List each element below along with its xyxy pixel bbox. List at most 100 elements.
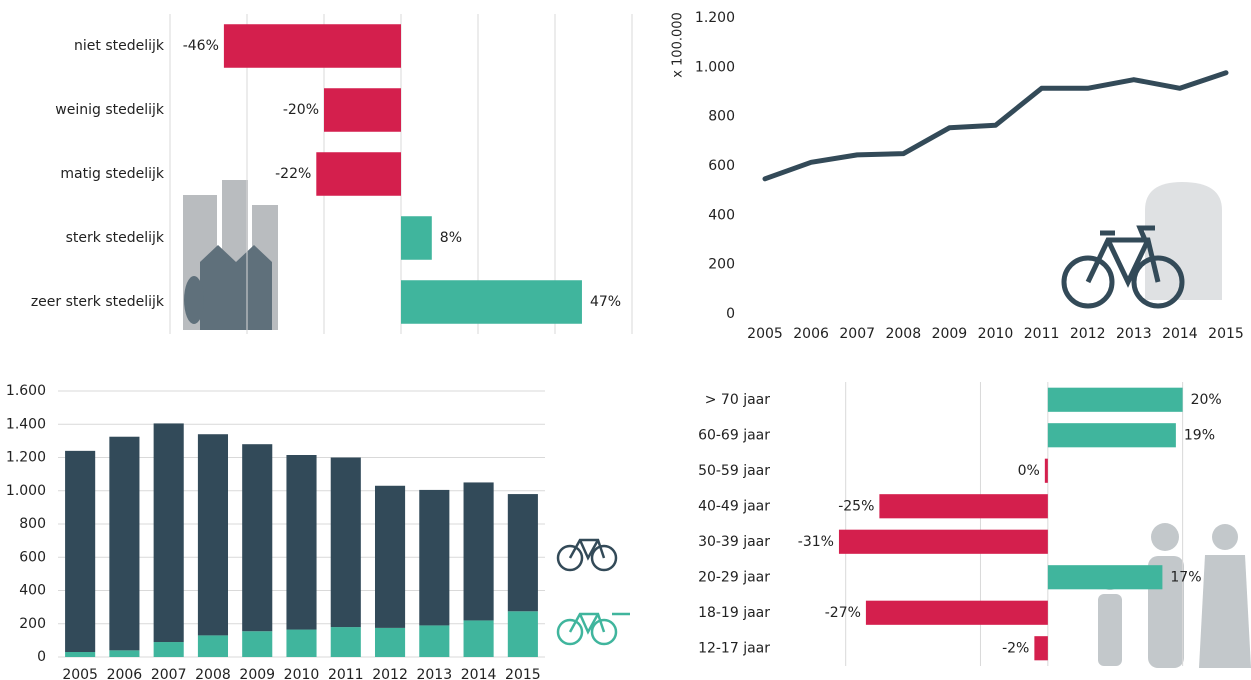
- bar-segment: [197, 635, 229, 657]
- y-tick-label: 1.200: [695, 10, 735, 26]
- category-label: > 70 jaar: [705, 392, 770, 408]
- tree-icon: [184, 276, 204, 324]
- bar: [1047, 423, 1176, 448]
- bar: [1044, 458, 1048, 483]
- y-tick-label: 1.000: [695, 59, 735, 75]
- bike-icon: [1061, 225, 1185, 309]
- bar-segment: [109, 436, 140, 651]
- bar-segment: [286, 629, 317, 657]
- x-tick-label: 2008: [885, 326, 921, 342]
- bar: [316, 152, 401, 196]
- bar-segment: [242, 631, 273, 657]
- building-icon: [200, 245, 272, 330]
- category-label: 40-49 jaar: [698, 498, 770, 514]
- ebike-icon: [556, 612, 630, 646]
- x-tick-label: 2011: [1024, 326, 1060, 342]
- bar-segment: [507, 494, 538, 612]
- bar: [1034, 636, 1048, 661]
- value-label: -25%: [838, 498, 874, 514]
- people-icon: [1098, 523, 1251, 668]
- bar-segment: [463, 482, 494, 621]
- category-label: 12-17 jaar: [698, 640, 770, 656]
- bar: [879, 494, 1048, 519]
- category-label: zeer sterk stedelijk: [31, 294, 165, 310]
- bar-segment: [242, 444, 273, 632]
- x-tick-label: 2006: [107, 667, 143, 680]
- x-tick-label: 2008: [195, 667, 231, 680]
- bar-segment: [419, 489, 450, 626]
- x-tick-label: 2012: [1070, 326, 1106, 342]
- category-label: 20-29 jaar: [698, 569, 770, 585]
- bar: [838, 529, 1048, 554]
- x-tick-label: 2010: [284, 667, 320, 680]
- decorations: [183, 180, 1251, 668]
- y-tick-label: 400: [19, 583, 46, 599]
- x-tick-label: 2015: [1208, 326, 1244, 342]
- value-label: 17%: [1170, 569, 1201, 585]
- x-tick-label: 2015: [505, 667, 541, 680]
- y-tick-label: 0: [37, 649, 46, 665]
- bar: [401, 216, 432, 260]
- value-label: -27%: [825, 605, 861, 621]
- bar: [1047, 565, 1163, 590]
- y-tick-label: 1.600: [6, 383, 46, 399]
- bar-segment: [109, 650, 140, 657]
- category-label: weinig stedelijk: [55, 102, 165, 118]
- x-tick-label: 2009: [239, 667, 275, 680]
- x-tick-label: 2005: [747, 326, 783, 342]
- value-label: 20%: [1191, 392, 1222, 408]
- value-label: -22%: [275, 166, 311, 182]
- x-tick-label: 2013: [1116, 326, 1152, 342]
- bar-segment: [330, 457, 361, 628]
- y-axis-label: x 100.000: [671, 12, 686, 78]
- y-tick-label: 600: [708, 158, 735, 174]
- x-tick-label: 2013: [416, 667, 452, 680]
- y-tick-label: 1.400: [6, 416, 46, 432]
- value-label: 8%: [440, 230, 462, 246]
- bar-segment: [419, 625, 450, 657]
- category-label: 60-69 jaar: [698, 427, 770, 443]
- bar: [401, 280, 582, 324]
- category-label: niet stedelijk: [74, 38, 165, 54]
- bar-segment: [65, 652, 96, 657]
- x-tick-label: 2010: [978, 326, 1014, 342]
- y-tick-label: 1.000: [6, 483, 46, 499]
- x-tick-label: 2011: [328, 667, 364, 680]
- category-label: 18-19 jaar: [698, 605, 770, 621]
- y-tick-label: 200: [19, 616, 46, 632]
- x-tick-label: 2005: [62, 667, 98, 680]
- value-label: 47%: [590, 294, 621, 310]
- bar: [1047, 387, 1183, 412]
- bar-segment: [507, 611, 538, 657]
- bar: [324, 88, 401, 132]
- y-tick-label: 800: [708, 109, 735, 125]
- category-label: 50-59 jaar: [698, 463, 770, 479]
- bar-segment: [374, 485, 406, 628]
- x-tick-label: 2007: [151, 667, 187, 680]
- x-tick-label: 2006: [793, 326, 829, 342]
- bar-segment: [286, 455, 317, 630]
- y-tick-label: 200: [708, 257, 735, 273]
- x-tick-label: 2007: [839, 326, 875, 342]
- value-label: -20%: [283, 102, 319, 118]
- bar-segment: [197, 434, 229, 636]
- bar-segment: [374, 627, 406, 657]
- category-label: 30-39 jaar: [698, 534, 770, 550]
- y-tick-label: 600: [19, 549, 46, 565]
- bar-segment: [463, 620, 494, 657]
- train-icon: [1145, 182, 1222, 300]
- y-tick-label: 800: [19, 516, 46, 532]
- value-label: -46%: [183, 38, 219, 54]
- x-tick-label: 2014: [461, 667, 497, 680]
- value-label: 19%: [1184, 427, 1215, 443]
- bar: [865, 600, 1048, 625]
- category-label: sterk stedelijk: [66, 230, 165, 246]
- bar-segment: [153, 642, 184, 657]
- value-label: -31%: [798, 534, 834, 550]
- value-label: -2%: [1002, 640, 1029, 656]
- line: [762, 70, 1229, 182]
- bar-segment: [330, 627, 361, 657]
- bike-icon: [556, 538, 618, 572]
- y-tick-label: 1.200: [6, 450, 46, 466]
